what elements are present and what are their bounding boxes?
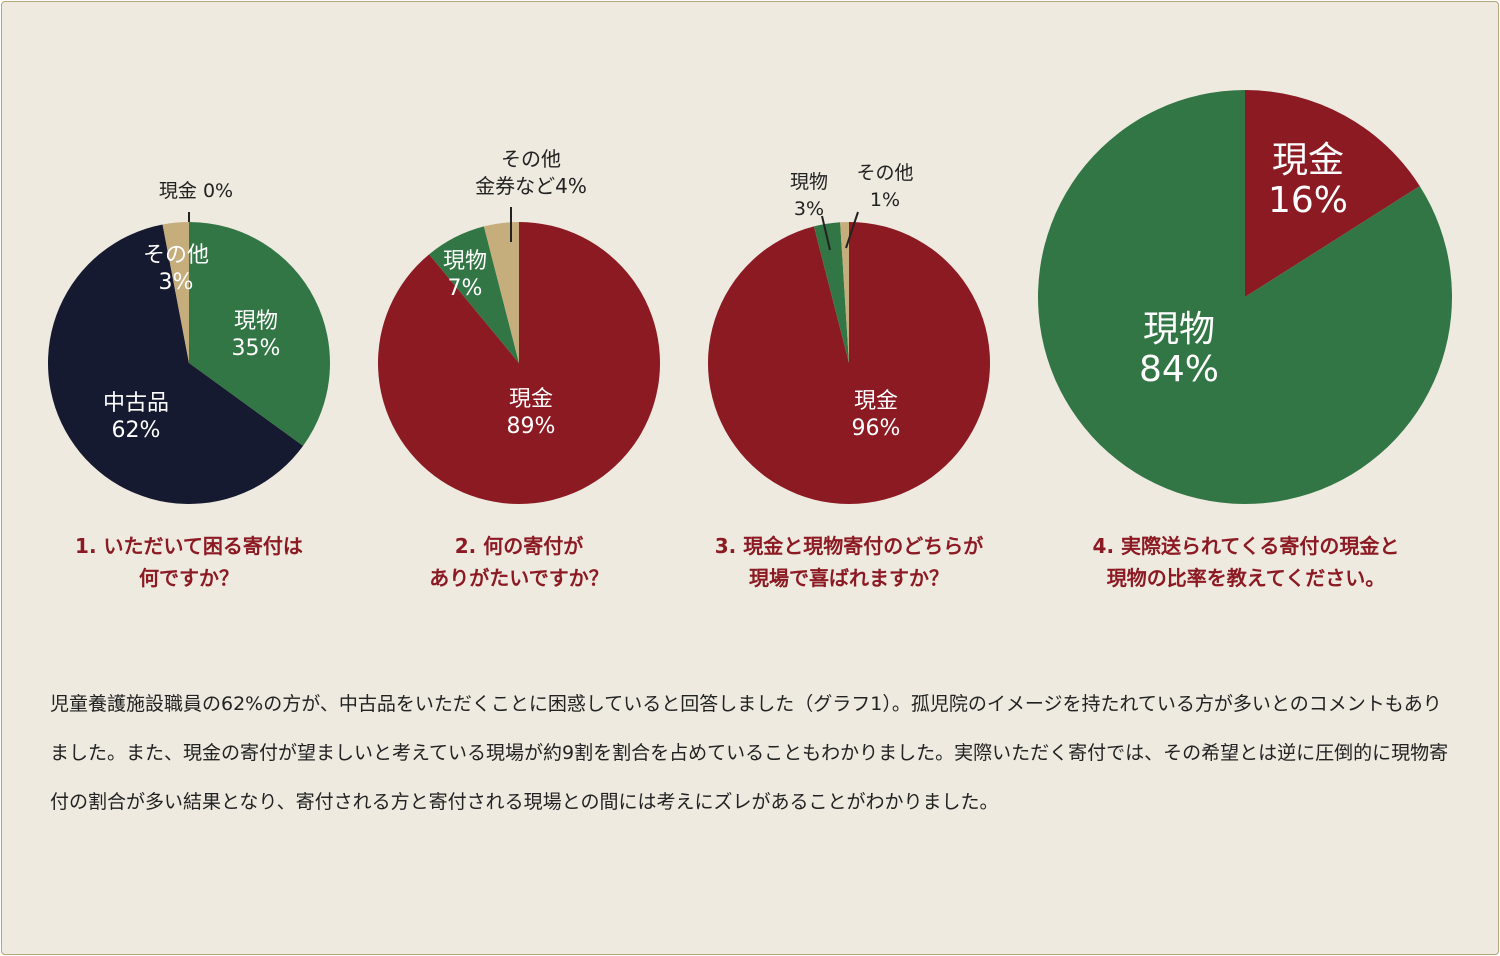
pie-chart-2: 現金 89% 現物 7% その他金券など4% <box>378 147 660 504</box>
slice-label: その他 3% <box>143 243 209 295</box>
pie-slice <box>813 222 849 363</box>
slice-label: 中古品 62% <box>103 391 169 443</box>
leader-line <box>845 211 859 249</box>
slice-label: 現金 0% <box>159 180 233 202</box>
pie-slice <box>429 226 519 363</box>
slice-label: 現金 89% <box>507 387 556 439</box>
pie-slice <box>1245 90 1420 297</box>
chart-1-title: 1. いただいて困る寄付は 何ですか？ <box>75 534 303 590</box>
slice-label: その他金券など4% <box>475 147 587 198</box>
pie-slice <box>48 224 304 504</box>
chart-3-title: 3. 現金と現物寄付のどちらが 現場で喜ばれますか？ <box>714 534 984 590</box>
slice-label: 現金 96% <box>852 389 901 441</box>
pie-chart-1: 現物 35% 中古品 62% その他 3% 現金 0% <box>48 180 331 504</box>
description-text: 児童養護施設職員の62%の方が、中古品をいただくことに困惑していると回答しました… <box>50 693 1449 813</box>
slice-label: 現物 7% <box>443 249 487 301</box>
slice-label: その他 1% <box>856 162 913 211</box>
pie-slice <box>483 222 519 363</box>
chart-2-title: 2. 何の寄付が ありがたいですか？ <box>429 534 609 590</box>
chart-4-title: 4. 実際送られてくる寄付の現金と 現物の比率を教えてください。 <box>1092 534 1400 590</box>
pie-slice <box>1038 90 1452 504</box>
leader-line <box>821 215 831 251</box>
pie-chart-4: 現金 16% 現物 84% <box>1038 90 1452 504</box>
pie-slice <box>162 222 189 363</box>
slice-label: 現物 3% <box>790 171 828 220</box>
pie-chart-3: 現金 96% 現物 3% その他 1% <box>708 162 990 505</box>
pie-slice <box>840 222 849 363</box>
slice-label: 現物 84% <box>1139 309 1219 390</box>
slice-label: 現金 16% <box>1268 140 1348 221</box>
slice-label: 現物 35% <box>232 309 281 361</box>
pie-slice <box>189 222 331 446</box>
